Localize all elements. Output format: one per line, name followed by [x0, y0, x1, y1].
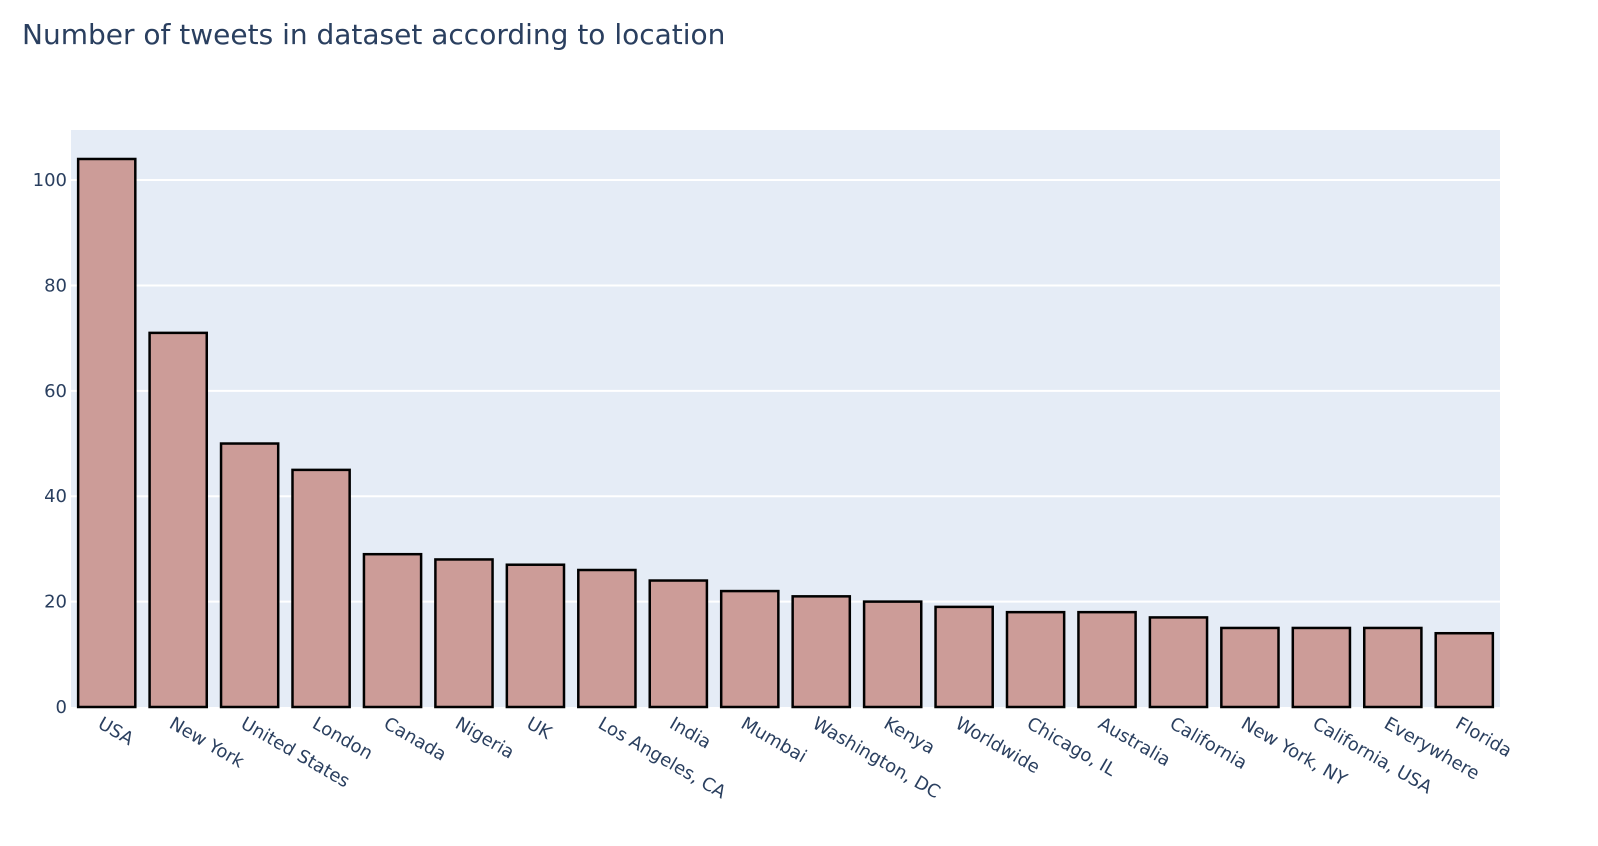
x-tick-label: Canada [380, 713, 450, 765]
x-tick-label: India [666, 713, 715, 753]
bar [791, 595, 852, 709]
bar [1148, 616, 1209, 709]
x-tick-label: Kenya [880, 713, 938, 759]
y-tick-label: 60 [44, 381, 67, 402]
bar [76, 157, 137, 709]
bar [719, 589, 780, 709]
bar [1434, 631, 1495, 709]
y-tick-label: 40 [44, 486, 67, 507]
y-axis-ticks: 0 20 40 60 80 100 [33, 170, 67, 718]
x-tick-label: California [1166, 713, 1251, 774]
bar [434, 558, 494, 709]
bar [362, 552, 423, 709]
bar [219, 442, 280, 709]
bar [648, 579, 709, 709]
x-tick-label: Los Angeles, CA [594, 713, 730, 803]
bar [1077, 610, 1137, 709]
x-tick-label: UK [523, 713, 556, 744]
chart-title: Number of tweets in dataset according to… [22, 18, 726, 51]
bar [505, 563, 566, 709]
bar [1220, 626, 1280, 709]
x-tick-label: Nigeria [451, 713, 517, 763]
x-tick-label: New York [166, 713, 248, 773]
plot-background [71, 130, 1500, 707]
bar [577, 568, 637, 709]
bar [1362, 626, 1423, 709]
bar [934, 605, 994, 709]
x-tick-label: Washington, DC [809, 713, 944, 803]
x-tick-label: USA [94, 713, 137, 750]
bar [1005, 610, 1066, 709]
bar [291, 468, 351, 709]
y-tick-label: 0 [56, 697, 67, 718]
y-tick-label: 100 [33, 170, 67, 191]
y-tick-label: 80 [44, 275, 67, 296]
x-tick-label: California, USA [1309, 713, 1436, 799]
x-tick-label: Mumbai [737, 713, 810, 767]
bar [1291, 626, 1352, 709]
bars [76, 157, 1495, 709]
bar [148, 331, 209, 709]
bar [862, 600, 923, 709]
y-tick-label: 20 [44, 592, 67, 613]
